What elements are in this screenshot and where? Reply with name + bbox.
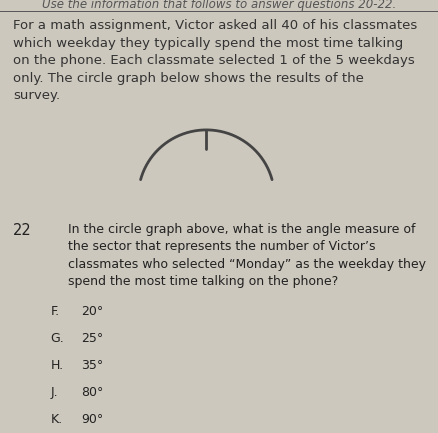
Text: In the circle graph above, what is the angle measure of
the sector that represen: In the circle graph above, what is the a… (68, 223, 425, 288)
Text: H.: H. (50, 359, 64, 372)
Text: 35°: 35° (81, 359, 103, 372)
Text: K.: K. (50, 413, 63, 426)
Text: J.: J. (50, 386, 58, 399)
Text: For a math assignment, Victor asked all 40 of his classmates
which weekday they : For a math assignment, Victor asked all … (13, 19, 417, 103)
Text: 25°: 25° (81, 332, 103, 345)
Text: 90°: 90° (81, 413, 103, 426)
Text: 80°: 80° (81, 386, 103, 399)
Text: F.: F. (50, 305, 60, 318)
Text: G.: G. (50, 332, 64, 345)
Text: 22: 22 (13, 223, 32, 238)
Text: Use the information that follows to answer questions 20-22.: Use the information that follows to answ… (42, 0, 396, 11)
Text: 20°: 20° (81, 305, 103, 318)
